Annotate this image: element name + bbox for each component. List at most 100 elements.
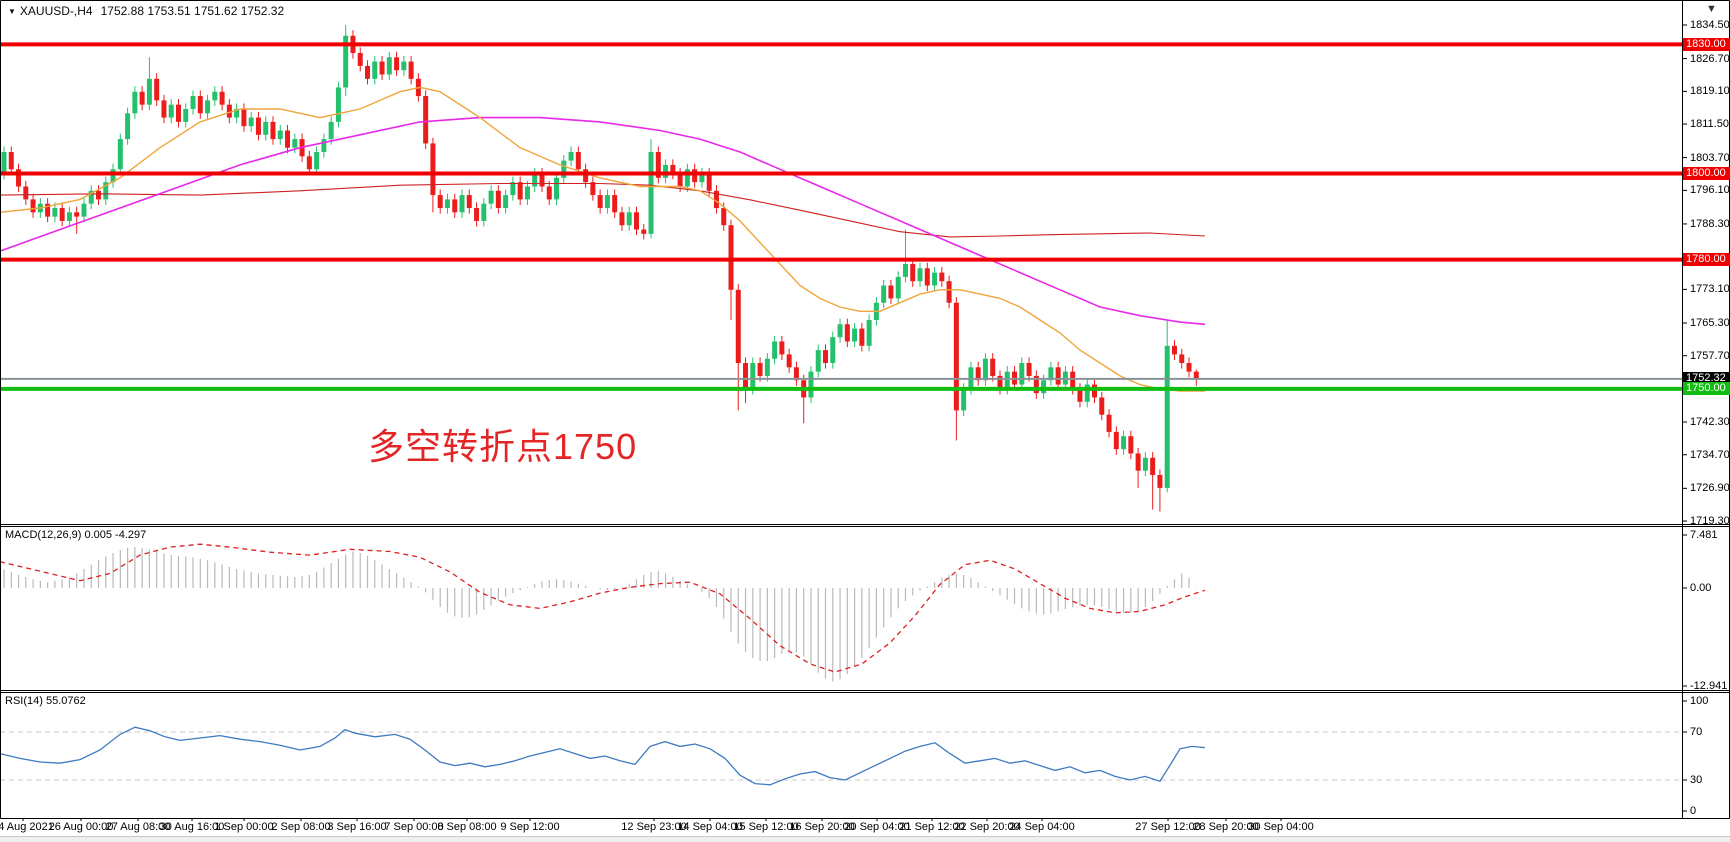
macd-tick-label: -12.941 [1690,680,1728,692]
candle-body [321,139,327,153]
symbol-dropdown-icon[interactable]: ▼ [8,7,16,16]
candle-body [764,358,770,376]
candle-body [1142,457,1148,471]
time-label: 9 Sep 12:00 [500,821,560,833]
candle-body [844,324,850,342]
time-label: 8 Sep 08:00 [437,821,497,833]
candle-body [59,208,65,221]
chart-shift-icon[interactable]: ▼ [1706,3,1717,15]
candle-body [670,164,676,174]
candle-body [997,375,1003,389]
candle-body [1106,414,1112,432]
candle-body [975,367,981,381]
candle-body [23,186,29,200]
candle-body [910,263,916,282]
candle-body [953,302,959,411]
candle-body [444,199,450,209]
candle-body [706,173,712,191]
time-label: 27 Aug 08:00 [105,821,171,833]
candle-body [554,177,560,200]
candle-body [1179,354,1185,364]
candle-body [517,182,523,200]
candle-body [692,169,698,183]
candle-body [1193,371,1199,379]
candle-body [924,268,930,286]
candle-body [735,289,741,364]
candle-body [1055,367,1061,385]
price-tick-label: 1757.70 [1690,349,1730,362]
candle-body [532,173,538,187]
candle-body [1092,384,1097,398]
price-badge-current-bid-price: 1752.32 [1683,372,1730,386]
candle-body [779,341,785,355]
candle-body [728,225,734,290]
price-tick-label: 1826.70 [1690,52,1730,65]
candle-body [8,152,14,170]
price-tick-label: 1788.30 [1690,217,1730,230]
candle-body [597,195,603,209]
macd-tick-label: 0.00 [1690,582,1712,594]
candle-body [335,87,341,122]
price-tick-label: 1734.70 [1690,448,1730,461]
candle-body [1084,384,1090,402]
candle-body [168,104,174,118]
rsi-tick-label: 30 [1690,774,1703,786]
candle-body [902,263,908,277]
candle-body [743,363,749,389]
candle-body [386,57,392,75]
candle-body [823,350,829,364]
time-label: 20 Sep 04:00 [844,821,910,833]
panel-separator-macd[interactable] [0,523,1682,527]
rsi-line [0,726,1206,786]
candle-body [16,169,22,187]
price-tick-label: 1819.10 [1690,85,1730,98]
candle-body [1135,453,1141,471]
candle-body [161,100,167,118]
candle-body [1113,431,1119,450]
time-label: 12 Sep 23:00 [621,821,687,833]
time-label: 15 Sep 12:00 [733,821,799,833]
time-label: 3 Sep 16:00 [327,821,387,833]
candle-body [1150,457,1156,475]
window-bottom-strip [0,836,1730,842]
price-tick-label: 1796.10 [1690,184,1730,197]
candle-body [430,143,436,196]
candle-body [590,182,596,196]
candle-body [248,117,254,127]
time-label: 30 Aug 16:00 [159,821,225,833]
candle-body [1121,436,1127,450]
candle-body [488,190,494,204]
candle-body [328,121,334,140]
candle-body [437,195,443,209]
candle-body [255,117,261,135]
candle-body [154,78,160,101]
candle-body [561,160,567,178]
time-label: 7 Sep 00:00 [384,821,444,833]
candle-body [219,91,225,105]
candle-body [917,268,923,282]
price-badge-resistance-line-price: 1830.00 [1683,37,1730,51]
time-label: 14 Sep 04:00 [677,821,743,833]
candle-body [117,139,123,170]
candle-body [524,186,530,200]
price-tick-label: 1726.90 [1690,482,1730,495]
candle-body [74,212,80,217]
candle-body [837,324,843,338]
candle-body [139,91,145,105]
panel-separator-rsi[interactable] [0,689,1682,693]
candle-body [648,152,654,234]
candle-body [314,152,320,170]
rsi-tick-label: 100 [1690,695,1709,707]
candle-body [357,52,363,66]
candle-body [808,371,814,398]
candle-body [1128,436,1134,454]
candle-body [1164,345,1170,488]
candle-body [30,199,36,213]
candle-body [205,100,211,114]
candle-body [895,276,901,299]
price-tick-label: 1803.70 [1690,151,1730,164]
ma-fast-orange-line [0,86,1205,392]
